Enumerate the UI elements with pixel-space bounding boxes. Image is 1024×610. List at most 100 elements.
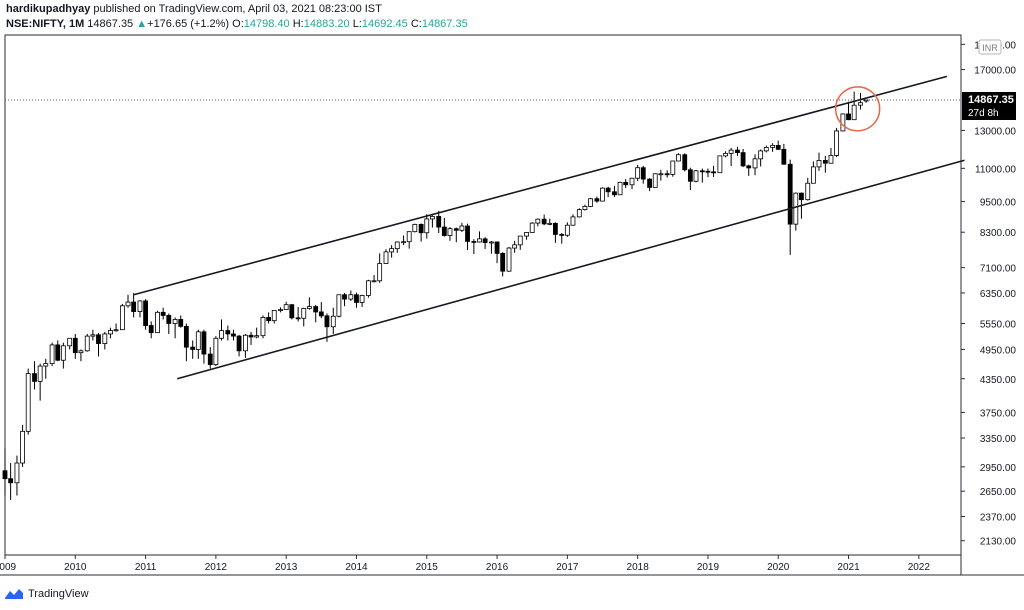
candle bbox=[119, 303, 125, 331]
candle-body bbox=[295, 317, 301, 320]
candle bbox=[125, 294, 131, 308]
candle bbox=[108, 327, 113, 339]
candle bbox=[740, 148, 746, 168]
candle bbox=[336, 294, 342, 318]
candle-body bbox=[658, 173, 664, 176]
candle bbox=[55, 340, 61, 362]
price-tick-label: 6350.00 bbox=[980, 289, 1017, 300]
high-label: H: bbox=[292, 18, 304, 30]
candle bbox=[758, 149, 764, 167]
candle-body bbox=[687, 169, 693, 182]
candle-body bbox=[664, 173, 670, 176]
candle-body bbox=[359, 295, 365, 303]
candle bbox=[828, 148, 834, 164]
candle bbox=[763, 145, 769, 153]
candle-body bbox=[517, 235, 523, 246]
candle bbox=[594, 196, 600, 203]
candle-body bbox=[810, 166, 816, 184]
candle bbox=[529, 222, 535, 233]
candle-body bbox=[143, 300, 148, 326]
candle-body bbox=[763, 147, 769, 152]
candle-body bbox=[324, 315, 330, 328]
time-axis[interactable]: 2009 2010 2011 2012 2013 2014 2015 2016 2017 2018… bbox=[0, 555, 930, 573]
candle-body bbox=[49, 344, 55, 365]
candle-body bbox=[770, 144, 776, 148]
plot-area-frame bbox=[4, 34, 962, 556]
candle bbox=[195, 329, 201, 359]
candle-body bbox=[383, 251, 389, 264]
trendline-upper-channel[interactable] bbox=[133, 75, 948, 296]
candle-body bbox=[758, 150, 764, 160]
candle bbox=[570, 214, 576, 226]
candle bbox=[576, 208, 582, 218]
candle-body bbox=[8, 478, 14, 484]
price-tick-label: 13000.00 bbox=[974, 126, 1016, 137]
candle-body bbox=[699, 170, 705, 173]
price-tick-label: 4950.00 bbox=[980, 345, 1017, 356]
candle-body bbox=[366, 280, 371, 296]
candle-body bbox=[371, 280, 377, 283]
candle bbox=[647, 178, 652, 192]
candle-body bbox=[243, 334, 248, 352]
candle bbox=[183, 323, 189, 362]
time-tick-label: 2015 bbox=[416, 562, 439, 573]
last-price-tag: 14867.35 27d 8h bbox=[962, 91, 1016, 120]
candle bbox=[236, 334, 242, 357]
author-name[interactable]: hardikupadhyay bbox=[6, 3, 91, 15]
candle-body bbox=[342, 294, 347, 300]
price-tick-label: 17000.00 bbox=[974, 66, 1016, 77]
candle bbox=[547, 218, 553, 226]
candle bbox=[219, 319, 224, 341]
time-tick-label: 2013 bbox=[275, 562, 298, 573]
candle bbox=[8, 463, 14, 500]
candle bbox=[752, 154, 758, 176]
candle-body bbox=[394, 241, 400, 250]
candle-body bbox=[723, 152, 728, 157]
candle bbox=[406, 231, 412, 249]
price-axis[interactable]: 19000.0017000.0013000.0011000.009500.008… bbox=[961, 40, 1017, 548]
footer-brand[interactable]: TradingView bbox=[4, 588, 89, 600]
candle bbox=[20, 424, 25, 467]
candle-body bbox=[260, 317, 266, 337]
candle-body bbox=[412, 224, 418, 233]
currency-badge[interactable]: INR bbox=[978, 39, 1002, 55]
price-tick-label: 7100.00 bbox=[980, 264, 1017, 275]
highlight-circle[interactable] bbox=[834, 86, 881, 132]
candle bbox=[131, 292, 137, 318]
candle bbox=[728, 147, 734, 167]
candle bbox=[793, 192, 799, 231]
candle-body bbox=[588, 198, 593, 207]
candle bbox=[711, 165, 716, 177]
candle bbox=[471, 239, 477, 254]
candle-body bbox=[635, 167, 641, 179]
candle-body bbox=[477, 238, 482, 243]
change-text: +176.65 (+1.2%) bbox=[147, 18, 230, 30]
candle bbox=[834, 128, 839, 158]
candle-body bbox=[37, 365, 43, 382]
candle bbox=[418, 223, 424, 242]
candle-body bbox=[271, 309, 277, 322]
candle bbox=[500, 252, 506, 277]
candle-body bbox=[846, 113, 851, 121]
candle-body bbox=[424, 218, 430, 234]
candle bbox=[453, 227, 459, 243]
candle bbox=[348, 290, 354, 301]
time-tick-label: 2022 bbox=[908, 562, 931, 573]
candle bbox=[816, 152, 822, 171]
candle bbox=[617, 181, 623, 196]
trendlines[interactable] bbox=[133, 75, 965, 380]
candle-body bbox=[647, 178, 652, 188]
candle-body bbox=[717, 155, 723, 174]
candle bbox=[682, 153, 688, 172]
candle-body bbox=[108, 330, 113, 335]
candle-body bbox=[494, 241, 500, 254]
candle-body bbox=[711, 171, 716, 174]
symbol-label[interactable]: NSE:NIFTY, 1M bbox=[6, 18, 85, 30]
candle bbox=[846, 101, 851, 121]
candle bbox=[623, 179, 629, 188]
candle bbox=[225, 325, 231, 341]
candle-body bbox=[278, 309, 283, 312]
trendline-lower-channel[interactable] bbox=[177, 159, 965, 380]
candle-body bbox=[84, 335, 90, 352]
